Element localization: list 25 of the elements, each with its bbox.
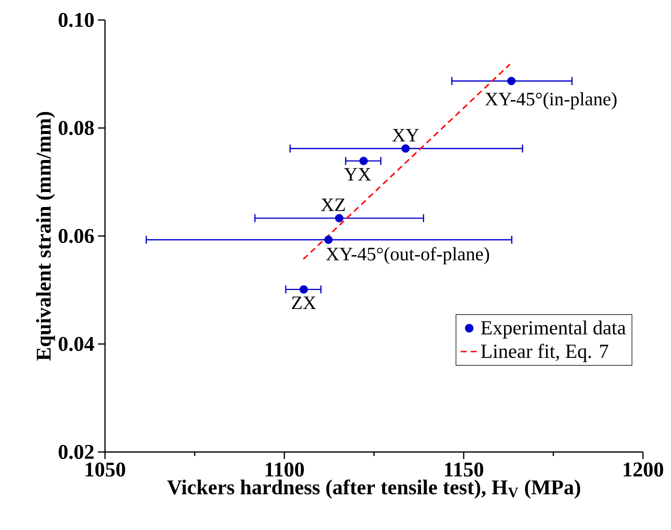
x-axis-title: Vickers hardness (after tensile test), H$_{V}$ (MPa) [167,479,580,499]
legend-label: Experimental data [481,320,626,339]
point [359,156,368,166]
point [300,285,308,294]
y-tick-label: 0.06 [58,228,94,244]
x-tick-label: 1050 [86,462,126,477]
x-tick-label: 1100 [266,462,304,477]
annotation: ZX [292,296,316,310]
legend-label: Linear fit, Eq. 7 [481,344,608,362]
annotation: XY-45°(out-of-plane) [326,246,490,264]
annotation: XY [392,128,419,142]
point [324,236,333,244]
point [507,76,516,86]
y-tick-label: 0.08 [58,120,94,136]
y-tick-label: 0.04 [58,336,94,352]
annotation: YX [344,168,371,181]
point [335,214,344,222]
annotation: XZ [321,198,345,212]
annotation: XY-45°(in-plane) [485,92,617,110]
y-tick-label: 0.02 [58,444,94,460]
point [401,144,410,153]
y-axis-title: Equivalent strain (mm/mm) [36,112,56,361]
x-tick-label: 1200 [624,462,664,477]
x-tick-label: 1150 [444,462,484,477]
y-tick-label: 0.10 [58,12,94,28]
